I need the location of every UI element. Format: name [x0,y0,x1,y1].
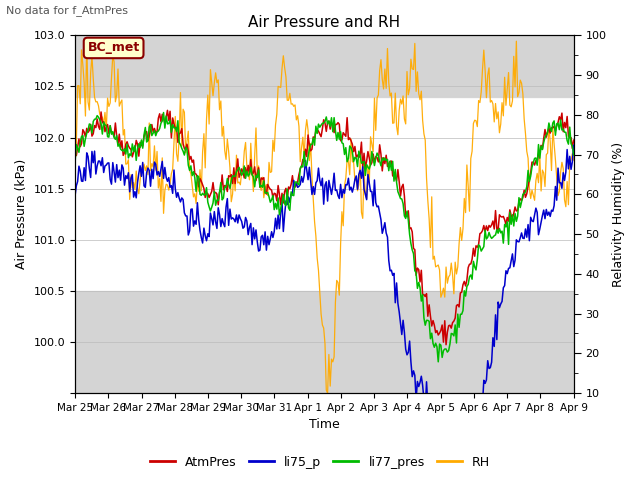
Bar [75,96,573,291]
Title: Air Pressure and RH: Air Pressure and RH [248,15,401,30]
Legend: AtmPres, li75_p, li77_pres, RH: AtmPres, li75_p, li77_pres, RH [145,451,495,474]
Text: BC_met: BC_met [88,41,140,54]
Bar [75,36,573,96]
Y-axis label: Relativity Humidity (%): Relativity Humidity (%) [612,142,625,287]
Bar [75,291,573,393]
Text: No data for f_AtmPres: No data for f_AtmPres [6,5,129,16]
X-axis label: Time: Time [309,419,340,432]
Y-axis label: Air Pressure (kPa): Air Pressure (kPa) [15,159,28,269]
